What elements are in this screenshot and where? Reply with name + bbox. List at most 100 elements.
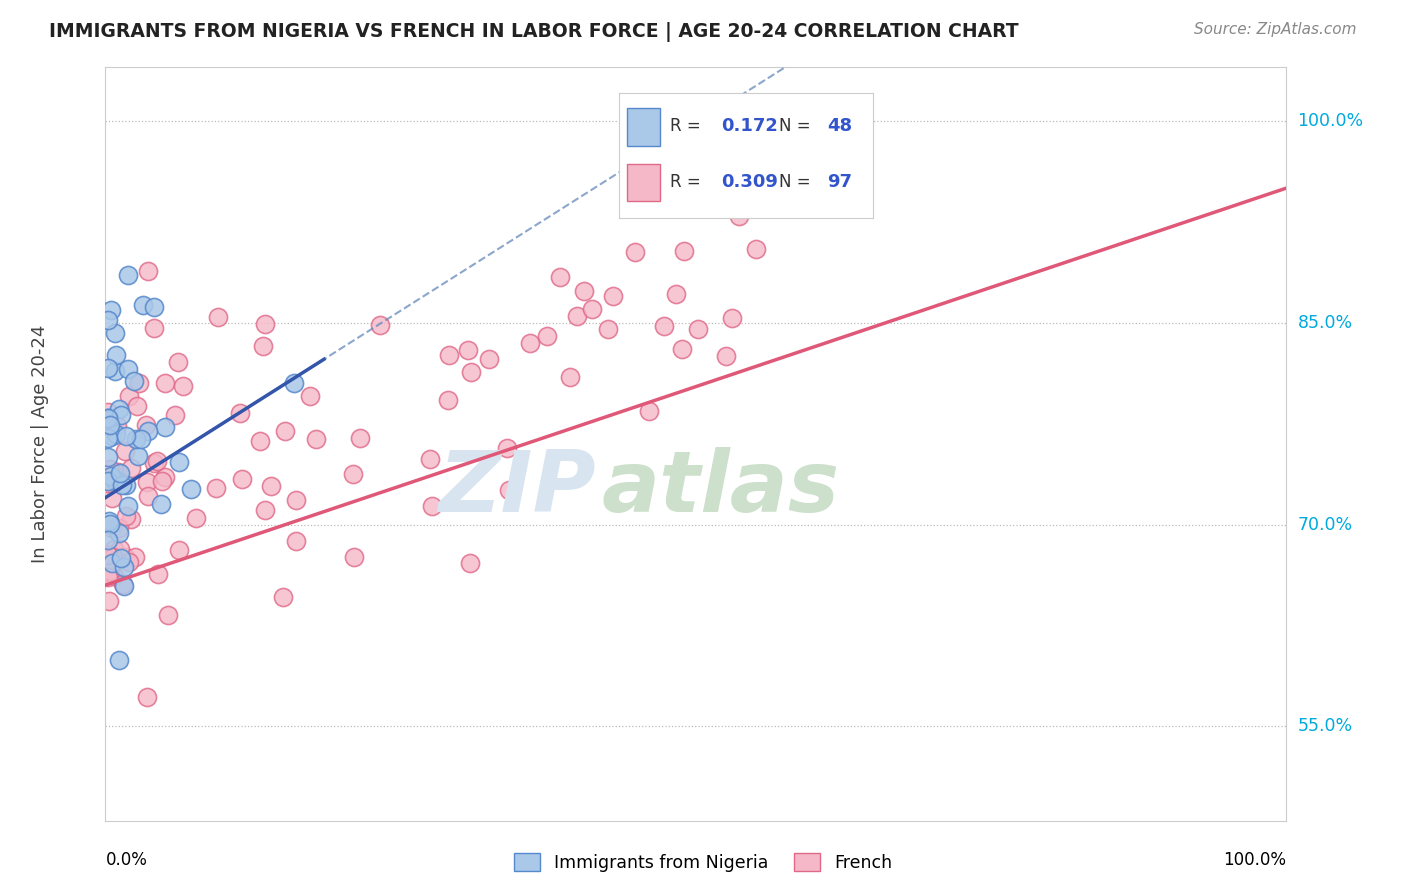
Point	[108, 466, 131, 480]
Point	[101, 556, 124, 570]
Point	[598, 322, 620, 336]
Point	[120, 512, 142, 526]
Point	[285, 493, 308, 508]
Point	[142, 320, 165, 334]
Point	[101, 491, 124, 506]
Point	[703, 161, 725, 175]
Point	[118, 555, 141, 569]
Point	[624, 244, 647, 259]
Point	[117, 268, 139, 283]
Point	[97, 514, 120, 528]
Text: ZIP: ZIP	[437, 448, 596, 531]
Point	[97, 565, 120, 579]
Point	[343, 550, 366, 565]
Point	[98, 516, 121, 531]
Text: 70.0%: 70.0%	[1298, 516, 1353, 533]
Point	[111, 577, 134, 591]
Point	[652, 319, 675, 334]
Point	[558, 370, 581, 384]
Point	[108, 653, 131, 667]
Point	[688, 322, 710, 336]
Text: atlas: atlas	[602, 448, 839, 531]
Point	[98, 594, 121, 608]
Point	[117, 499, 139, 513]
Point	[138, 263, 160, 277]
Point	[478, 352, 501, 367]
Point	[128, 376, 150, 390]
Point	[252, 339, 274, 353]
Point	[136, 424, 159, 438]
Point	[110, 550, 132, 565]
Point	[143, 300, 166, 314]
Point	[97, 313, 120, 327]
Point	[253, 317, 276, 331]
Point	[665, 286, 688, 301]
Point	[115, 478, 138, 492]
Point	[439, 348, 461, 362]
Point	[167, 454, 190, 468]
Point	[716, 349, 738, 363]
Point	[231, 472, 253, 486]
Point	[153, 376, 176, 390]
Point	[104, 427, 127, 442]
Point	[97, 360, 120, 375]
Text: 100.0%: 100.0%	[1298, 112, 1364, 129]
Point	[101, 429, 124, 443]
Point	[671, 342, 693, 356]
Point	[108, 401, 131, 416]
Point	[637, 403, 659, 417]
Point	[98, 564, 121, 578]
Text: 85.0%: 85.0%	[1298, 314, 1353, 332]
Point	[98, 418, 121, 433]
Point	[135, 690, 157, 704]
Point	[153, 420, 176, 434]
Point	[112, 579, 135, 593]
Point	[120, 461, 142, 475]
Point	[574, 284, 596, 298]
Point	[581, 302, 603, 317]
Point	[142, 456, 165, 470]
Point	[285, 534, 308, 549]
Point	[97, 475, 120, 489]
Point	[97, 548, 120, 562]
Point	[107, 465, 129, 479]
Point	[97, 411, 120, 425]
Point	[254, 502, 277, 516]
Point	[727, 210, 749, 224]
Point	[498, 483, 520, 497]
Point	[118, 389, 141, 403]
Point	[519, 336, 541, 351]
Point	[460, 365, 482, 379]
Point	[419, 452, 441, 467]
Point	[115, 429, 138, 443]
Point	[114, 549, 136, 564]
Point	[97, 570, 120, 584]
Point	[105, 348, 128, 362]
Point	[536, 328, 558, 343]
Point	[457, 343, 479, 357]
Point	[229, 406, 252, 420]
Point	[124, 549, 146, 564]
Point	[110, 408, 132, 422]
Point	[172, 379, 194, 393]
Point	[103, 542, 125, 557]
Text: 55.0%: 55.0%	[1298, 717, 1353, 735]
Point	[273, 590, 295, 604]
Point	[103, 569, 125, 583]
Point	[100, 469, 122, 483]
Point	[349, 430, 371, 444]
Point	[114, 444, 136, 458]
Point	[97, 450, 120, 464]
Point	[101, 549, 124, 564]
Point	[436, 393, 458, 408]
Point	[283, 376, 305, 390]
Point	[135, 418, 157, 433]
Text: 0.0%: 0.0%	[105, 851, 148, 869]
Point	[672, 244, 695, 259]
Point	[100, 303, 122, 318]
Point	[207, 310, 229, 324]
Point	[97, 405, 120, 419]
Point	[420, 500, 443, 514]
Text: In Labor Force | Age 20-24: In Labor Force | Age 20-24	[31, 325, 49, 563]
Point	[156, 608, 179, 623]
